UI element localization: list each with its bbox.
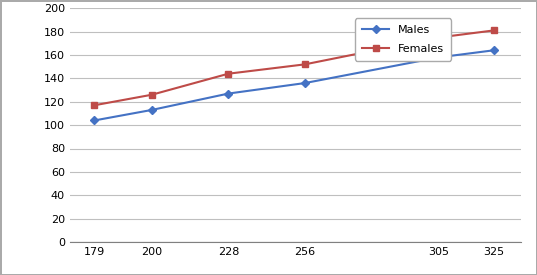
Line: Females: Females — [92, 28, 496, 108]
Males — [225, 92, 231, 95]
Males — [302, 81, 308, 85]
Line: Males: Males — [92, 48, 496, 123]
Females — [91, 104, 98, 107]
Females — [149, 93, 155, 97]
Legend: Males, Females: Males, Females — [355, 18, 451, 61]
Males — [149, 108, 155, 112]
Males — [91, 119, 98, 122]
Males — [436, 56, 442, 59]
Females — [302, 63, 308, 66]
Females — [436, 36, 442, 39]
Females — [225, 72, 231, 75]
Males — [490, 49, 497, 52]
Females — [490, 29, 497, 32]
